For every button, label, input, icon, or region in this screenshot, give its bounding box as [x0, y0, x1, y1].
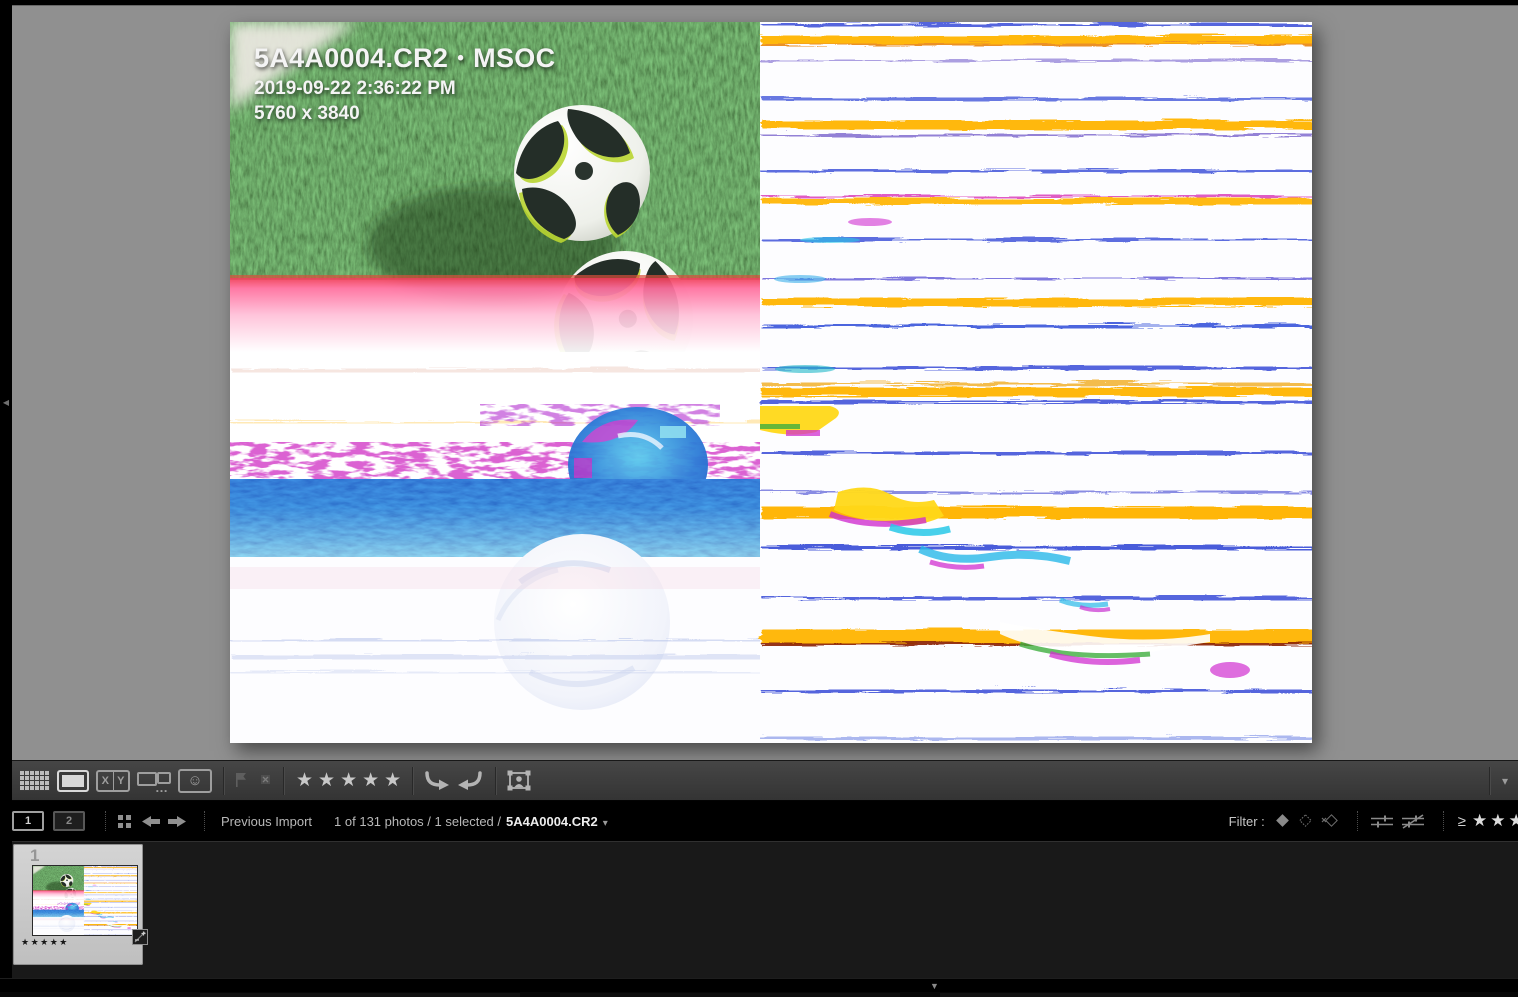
- filter-flag-reject-icon: [1321, 814, 1338, 827]
- dotted-divider: [204, 811, 206, 831]
- filter-flag-pick-icon: [1275, 814, 1289, 827]
- thumbnail-index: 1: [30, 846, 40, 865]
- filter-flag-reject-button[interactable]: [1321, 813, 1339, 829]
- survey-view-button[interactable]: …: [137, 770, 171, 795]
- filter-controls: Filter : ≥ ★★★: [1229, 811, 1518, 831]
- rotate-left-icon: [425, 771, 450, 790]
- face-region-button[interactable]: [506, 769, 532, 793]
- previous-photo-button[interactable]: [141, 815, 161, 828]
- flag-pick-icon: [236, 773, 246, 787]
- filename-chevron-icon: ▾: [602, 817, 608, 829]
- filter-rating-stars[interactable]: ★★★: [1472, 811, 1518, 830]
- desktop-sliver-segment: [560, 993, 900, 997]
- toolbar-divider: [283, 766, 285, 795]
- thumbnail-rating-stars[interactable]: ★★★★★: [21, 937, 69, 947]
- window-left-edge: [0, 0, 12, 997]
- survey-dots: …: [155, 779, 169, 795]
- survey-rect-large: [137, 771, 157, 786]
- toolbar-options-chevron-icon[interactable]: ▾: [1501, 773, 1508, 788]
- selection-status[interactable]: 1 of 131 photos / 1 selected / 5A4A0004.C…: [334, 814, 608, 829]
- filmstrip: 1 ★★★★★: [12, 841, 1518, 978]
- go-to-grid-icon[interactable]: [118, 814, 131, 828]
- thumbnail-photo: [33, 866, 137, 935]
- desktop-sliver: [0, 992, 1518, 997]
- active-filename: 5A4A0004.CR2: [506, 813, 598, 829]
- second-window-button[interactable]: 2: [53, 811, 85, 831]
- bottom-bar: ▼: [0, 978, 1518, 997]
- toolbar-divider: [1488, 766, 1491, 795]
- filter-unedited-button[interactable]: [1401, 813, 1425, 829]
- dotted-divider: [1442, 811, 1445, 831]
- people-view-icon: ☺: [178, 768, 212, 793]
- arrow-right-icon: [168, 815, 186, 827]
- survey-rect-small: [157, 771, 171, 784]
- toolbar-divider: [223, 766, 225, 795]
- overlay-filename-line: 5A4A0004.CR2 • MSOC: [254, 42, 555, 76]
- left-panel-collapse-arrow-icon[interactable]: ◀: [2, 397, 10, 407]
- overlay-collection: MSOC: [473, 43, 556, 73]
- photo-loupe-view[interactable]: 5A4A0004.CR2 • MSOC 2019-09-22 2:36:22 PM …: [230, 22, 1312, 743]
- toolbar-divider: [412, 766, 415, 795]
- flag-reject-icon: [261, 775, 270, 784]
- bullet-separator: •: [457, 48, 465, 69]
- filter-flag-unflagged-button[interactable]: [1298, 813, 1314, 829]
- adjustments-badge-icon: [132, 929, 148, 945]
- desktop-sliver-segment: [200, 993, 520, 997]
- dotted-divider: [105, 811, 107, 831]
- survey-view-icon: …: [137, 770, 171, 795]
- grid-view-button[interactable]: [20, 770, 50, 791]
- face-region-icon: [507, 770, 531, 790]
- flag-reject-button[interactable]: [257, 773, 272, 788]
- face-glyph: ☺: [187, 772, 203, 789]
- info-overlay: 5A4A0004.CR2 • MSOC 2019-09-22 2:36:22 PM …: [254, 42, 555, 125]
- arrow-left-icon: [142, 815, 160, 827]
- corrupted-photo-canvas: [230, 22, 1312, 743]
- flag-pick-button[interactable]: [234, 772, 250, 789]
- desktop-sliver-segment: [940, 993, 1240, 997]
- overlay-filename: 5A4A0004.CR2: [254, 43, 449, 73]
- overlay-dimensions: 5760 x 3840: [254, 102, 360, 124]
- compare-y-label: Y: [117, 774, 125, 787]
- filmstrip-header-bar: 1 2 Previous Import 1 of 131 photos / 1 …: [12, 801, 1518, 841]
- thumbnail-image[interactable]: [32, 865, 148, 945]
- edited-filter-icon: [1370, 815, 1393, 827]
- source-label[interactable]: Previous Import: [221, 813, 313, 829]
- toolbar-rating-stars[interactable]: ★★★★★: [296, 770, 407, 791]
- main-window-label: 1: [24, 815, 32, 827]
- compare-x-label: X: [98, 771, 114, 790]
- loupe-view-button[interactable]: [57, 769, 89, 792]
- second-window-label: 2: [65, 815, 73, 827]
- filmstrip-collapse-arrow-icon[interactable]: ▼: [930, 981, 939, 991]
- toolbar-divider: [495, 766, 498, 795]
- filter-flag-pick-button[interactable]: [1275, 813, 1291, 829]
- loupe-view-icon: [57, 769, 89, 792]
- loupe-workspace: 5A4A0004.CR2 • MSOC 2019-09-22 2:36:22 PM …: [12, 5, 1518, 761]
- filter-flag-unflagged-icon: [1298, 814, 1312, 827]
- toolbar-right: ▾: [1485, 766, 1518, 795]
- rotate-right-button[interactable]: [457, 771, 484, 790]
- rotate-left-button[interactable]: [423, 771, 450, 790]
- filmstrip-thumbnail-cell[interactable]: 1 ★★★★★: [13, 844, 148, 965]
- develop-adjustments-badge[interactable]: [132, 929, 148, 945]
- filter-label: Filter :: [1228, 813, 1265, 829]
- next-photo-button[interactable]: [167, 815, 187, 828]
- rotate-right-icon: [458, 771, 482, 790]
- overlay-capture-time: 2019-09-22 2:36:22 PM: [254, 77, 456, 99]
- unedited-filter-icon: [1401, 813, 1424, 829]
- status-text: 1 of 131 photos / 1 selected /: [334, 813, 501, 829]
- dotted-divider: [1356, 811, 1359, 831]
- rating-operator[interactable]: ≥: [1457, 812, 1466, 830]
- filter-edited-button[interactable]: [1370, 814, 1394, 829]
- people-view-button[interactable]: ☺: [178, 768, 212, 793]
- grid-view-icon: [20, 770, 50, 791]
- main-window-button[interactable]: 1: [12, 811, 44, 831]
